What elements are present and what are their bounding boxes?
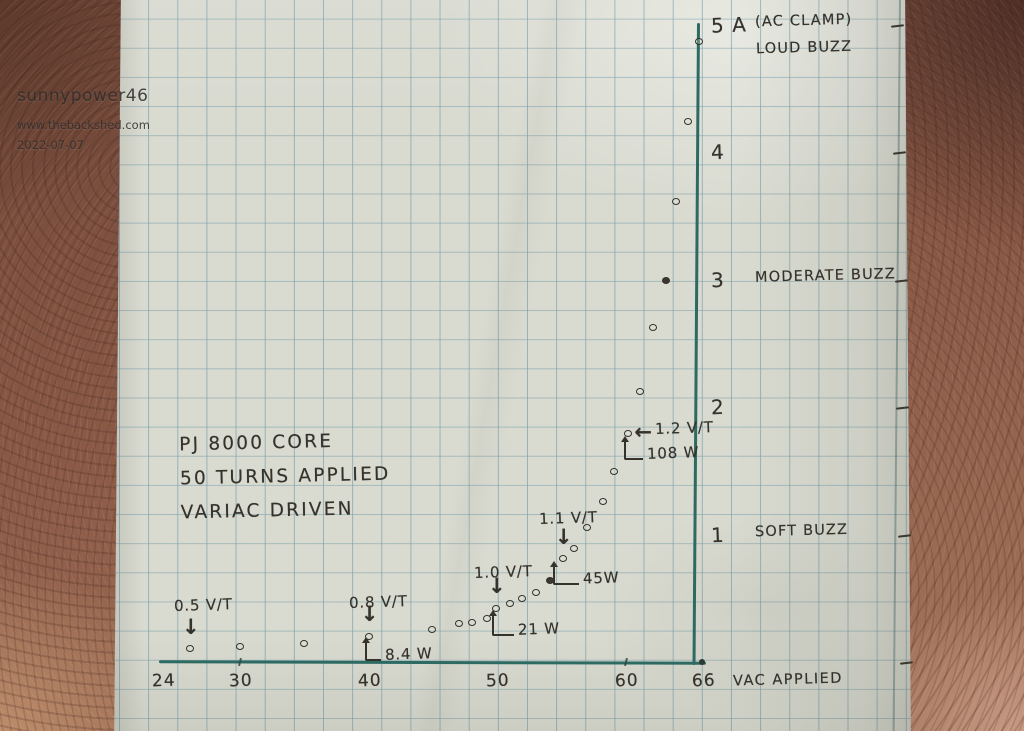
data-point <box>635 388 644 396</box>
down-arrow-icon: ↓ <box>360 602 379 627</box>
axis-corner-dot <box>699 659 705 665</box>
data-point <box>583 524 592 532</box>
x-tick-label: 60 <box>614 670 639 692</box>
data-point <box>427 626 436 634</box>
y-axis-note: MODERATE BUZZ <box>754 265 897 286</box>
margin-tick <box>898 533 912 538</box>
x-tick-label: 24 <box>151 670 176 692</box>
left-arrow-icon: ← <box>634 419 653 444</box>
data-point <box>531 589 540 597</box>
watermark-date: 2022-07-07 <box>17 138 84 152</box>
wattage-bracket-icon <box>488 610 514 637</box>
data-point <box>648 324 657 332</box>
wattage-label: 108 W <box>647 442 700 463</box>
data-point <box>671 198 680 206</box>
y-axis-note: LOUD BUZZ <box>755 38 853 58</box>
title-line-2: 50 TURNS APPLIED <box>179 463 391 490</box>
data-point <box>185 645 194 653</box>
x-axis-title: VAC APPLIED <box>732 670 844 690</box>
data-point <box>482 614 491 622</box>
data-point <box>558 555 567 563</box>
watermark-username: sunnypower46 <box>17 86 149 106</box>
x-tick-label: 40 <box>357 670 382 692</box>
margin-tick <box>896 406 910 410</box>
y-tick-label: 5 A <box>710 12 748 38</box>
x-tick-label: 66 <box>691 670 716 692</box>
y-tick-label: 4 <box>710 140 726 165</box>
right-margin-line <box>892 0 901 731</box>
title-line-1: PJ 8000 CORE <box>179 430 334 456</box>
data-point <box>610 468 619 476</box>
wattage-label: 45W <box>582 567 620 588</box>
down-arrow-icon: ↓ <box>487 574 506 599</box>
y-tick-label: 3 <box>710 267 726 293</box>
data-point <box>683 118 692 126</box>
wattage-bracket-icon <box>361 637 381 662</box>
data-point <box>598 497 607 505</box>
data-point <box>467 618 476 626</box>
data-point <box>695 37 704 45</box>
data-point <box>506 599 515 607</box>
y-tick-label: 2 <box>710 394 726 420</box>
down-arrow-icon: ↓ <box>554 524 573 549</box>
title-line-3: VARIAC DRIVEN <box>180 498 354 524</box>
data-point <box>661 277 670 285</box>
paper-shading <box>114 0 911 731</box>
data-point <box>454 620 463 627</box>
margin-tick <box>899 661 914 665</box>
margin-tick <box>894 279 908 283</box>
margin-tick <box>890 24 905 28</box>
wattage-label: 8.4 W <box>384 644 433 665</box>
annotation-label: 0.5 V/T <box>173 594 233 616</box>
data-point <box>517 594 526 602</box>
y-axis-note: (AC CLAMP) <box>754 11 853 31</box>
graph-paper-sheet <box>114 0 911 731</box>
y-axis-line <box>692 22 700 665</box>
wattage-bracket-icon <box>549 560 579 585</box>
data-point <box>570 544 579 552</box>
wattage-label: 21 W <box>517 619 561 639</box>
chart-title: PJ 8000 CORE 50 TURNS APPLIED VARIAC DRI… <box>179 424 392 531</box>
x-tick-label: 30 <box>228 670 254 692</box>
grid-lines <box>114 0 911 731</box>
down-arrow-icon: ↓ <box>181 614 200 639</box>
data-point <box>236 642 245 650</box>
wattage-bracket-icon <box>621 435 644 460</box>
data-point <box>300 640 309 648</box>
y-tick-label: 1 <box>710 522 726 547</box>
watermark-site: www.thebackshed.com <box>17 118 150 132</box>
watermark: sunnypower46 www.thebackshed.com 2022-07… <box>17 86 150 152</box>
annotation-label: 1.2 V/T <box>655 417 715 438</box>
y-axis-note: SOFT BUZZ <box>754 521 849 540</box>
x-tick-label: 50 <box>485 670 511 692</box>
